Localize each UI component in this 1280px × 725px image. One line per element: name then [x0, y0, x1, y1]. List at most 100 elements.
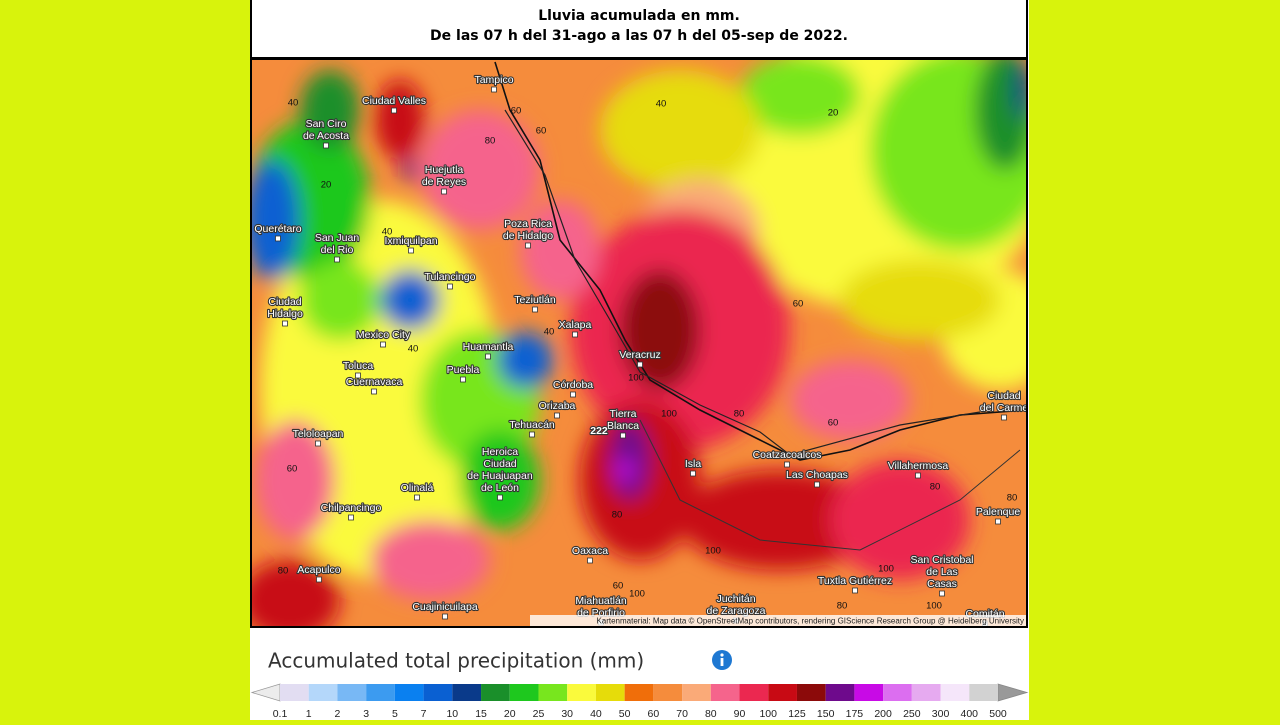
city-marker — [380, 341, 386, 348]
legend-swatch — [940, 684, 970, 701]
contour-label: 60 — [536, 126, 547, 137]
city-marker — [334, 256, 340, 263]
legend-label: 10 — [446, 708, 458, 720]
city-marker — [371, 388, 377, 395]
header-line: De las 07 h del 31-ago a las 07 h del 05… — [430, 28, 848, 44]
max-label: 222 — [590, 425, 608, 437]
city-marker — [282, 320, 288, 327]
precip-zone — [1014, 60, 1027, 120]
attribution-bg — [530, 615, 1027, 627]
legend-swatch — [969, 684, 998, 701]
contour-label: 80 — [485, 136, 496, 147]
city-marker — [355, 372, 361, 379]
contour-label: 80 — [734, 409, 745, 420]
road — [504, 109, 981, 456]
city-label: Ixmiquilpan — [384, 235, 437, 247]
city-label: de Acosta — [303, 130, 349, 142]
legend-swatch — [739, 684, 769, 701]
legend-swatch — [366, 684, 395, 701]
city-label: Toluca — [343, 360, 374, 372]
header-line: Lluvia acumulada en mm. — [538, 8, 740, 24]
precip-zone — [420, 110, 540, 230]
city-label: del Carme — [980, 402, 1029, 414]
legend-label: 400 — [961, 708, 979, 720]
city-marker — [323, 142, 329, 149]
contour-label: 80 — [837, 601, 848, 612]
contour-label: 60 — [613, 581, 624, 592]
city-label: Córdoba — [553, 379, 593, 391]
contour-label: 20 — [828, 108, 839, 119]
city-marker — [391, 107, 397, 114]
legend-label: 0.1 — [273, 708, 288, 720]
legend-label: 80 — [705, 708, 717, 720]
city-label: del Rio — [321, 244, 354, 256]
city-label: de León — [481, 482, 519, 494]
precip-zone — [402, 158, 418, 182]
precip-zone — [460, 430, 540, 530]
city-label: Ciudad — [483, 458, 516, 470]
legend-label: 15 — [475, 708, 487, 720]
road — [639, 419, 1021, 551]
legend-swatch — [595, 684, 625, 701]
city-marker — [348, 514, 354, 521]
legend-label: 90 — [734, 708, 746, 720]
city-marker — [570, 391, 576, 398]
city-label: Villahermosa — [888, 460, 949, 472]
legend-swatch — [624, 684, 654, 701]
city-marker — [414, 494, 420, 501]
precip-zone — [300, 260, 380, 340]
city-marker — [491, 86, 497, 93]
city-label: Hidalgo — [267, 308, 303, 320]
precip-zone — [370, 520, 490, 600]
contour-label: 60 — [828, 418, 839, 429]
city-label: Blanca — [607, 420, 639, 432]
info-icon[interactable] — [712, 650, 732, 670]
city-marker — [620, 432, 626, 439]
city-marker — [939, 590, 945, 597]
legend-swatch — [768, 684, 797, 701]
city-marker — [814, 481, 820, 488]
contour-label: 100 — [661, 409, 677, 420]
city-marker — [447, 283, 453, 290]
city-label: de Las — [926, 566, 958, 578]
city-label: de Reyes — [422, 176, 466, 188]
city-marker — [532, 306, 538, 313]
legend-swatch — [452, 684, 482, 701]
city-label: Xalapa — [559, 319, 592, 331]
legend-label: 300 — [932, 708, 950, 720]
legend-swatch — [394, 684, 424, 701]
city-label: Chilpancingo — [321, 502, 382, 514]
legend-label: 125 — [788, 708, 806, 720]
contour-label: 40 — [408, 344, 419, 355]
legend-swatch — [337, 684, 367, 701]
legend-swatch — [682, 684, 711, 701]
contour-label: 80 — [930, 482, 941, 493]
city-marker — [554, 412, 560, 419]
city-marker — [460, 376, 466, 383]
info-dot — [720, 653, 724, 657]
contour-label: 100 — [878, 564, 894, 575]
legend-swatch — [796, 684, 826, 701]
legend-label: 50 — [619, 708, 631, 720]
precip-zone — [300, 70, 360, 150]
city-label: de Hidalgo — [503, 230, 553, 242]
legend-label: 250 — [903, 708, 921, 720]
precip-zone — [251, 160, 300, 280]
contour-label: 100 — [926, 601, 942, 612]
city-label: Heroica — [482, 446, 518, 458]
legend-label: 25 — [533, 708, 545, 720]
city-label: Acapulco — [297, 564, 340, 576]
contour-label: 20 — [321, 180, 332, 191]
city-label: Teloloapan — [293, 428, 344, 440]
contour-label: 100 — [705, 546, 721, 557]
city-marker — [637, 361, 643, 368]
legend-swatch — [509, 684, 539, 701]
contour-label: 80 — [1007, 493, 1018, 504]
city-label: Juchitán — [716, 593, 755, 605]
city-marker — [497, 494, 503, 501]
city-label: Mexico City — [356, 329, 411, 341]
legend-swatch — [825, 684, 855, 701]
city-marker — [525, 242, 531, 249]
